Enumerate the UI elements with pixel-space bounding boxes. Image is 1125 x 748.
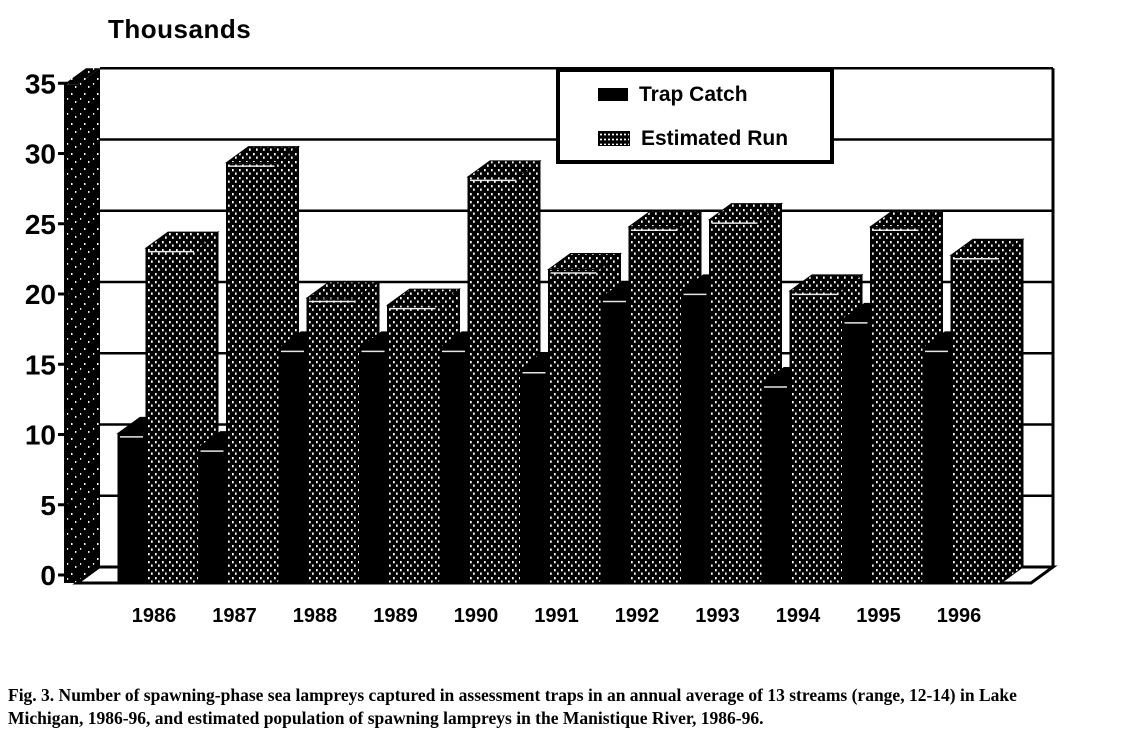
bar-estimated-run-1987 <box>226 162 277 584</box>
bar-estimated-run-1993 <box>709 219 760 584</box>
bar-estimated-run-1986 <box>145 247 197 584</box>
x-tick-label-1992: 1992 <box>615 605 660 627</box>
trap-catch-swatch-icon <box>598 87 628 101</box>
figure-caption: Fig. 3. Number of spawning-phase sea lam… <box>8 684 1116 730</box>
y-tick-label-15: 15 <box>25 349 56 380</box>
y-tick-label-25: 25 <box>25 209 56 240</box>
lamprey-3d-bar-chart: 0 5 10 15 20 25 30 35 1986 1987 1988 1989 1990 1991 19… <box>25 66 1058 627</box>
bar-trap-catch-1990 <box>439 347 468 584</box>
bar-estimated-run-1995 <box>870 226 921 584</box>
bar-estimated-run-1994 <box>789 290 841 584</box>
bar-estimated-run-1991 <box>548 269 599 584</box>
bar-estimated-run-1996 <box>950 254 1002 584</box>
legend-label-estimated-run: Estimated Run <box>641 126 789 150</box>
x-tick-label-1991: 1991 <box>534 605 579 627</box>
x-tick-label-1987: 1987 <box>212 605 257 627</box>
bar-estimated-run-1990 <box>467 176 519 584</box>
legend: Trap Catch Estimated Run <box>556 68 834 164</box>
x-tick-label-1996: 1996 <box>937 605 982 627</box>
y-axis-wall-side <box>78 68 100 583</box>
bar-estimated-run-1988 <box>306 297 358 584</box>
x-tick-label-1990: 1990 <box>454 605 499 627</box>
x-tick-label-1995: 1995 <box>856 605 901 627</box>
y-tick-label-30: 30 <box>25 139 56 170</box>
caption-line-1: Fig. 3. Number of spawning-phase sea lam… <box>8 685 1017 705</box>
bar-trap-catch-1994 <box>761 383 790 584</box>
bar-estimated-run-1989 <box>387 304 438 584</box>
x-tick-label-1994: 1994 <box>776 605 821 627</box>
bar-trap-catch-1991 <box>520 368 548 584</box>
x-tick-label-1988: 1988 <box>293 605 338 627</box>
bar-trap-catch-1993 <box>681 290 709 584</box>
caption-line-2: Michigan, 1986-96, and estimated populat… <box>8 708 764 728</box>
y-axis-wall-front <box>64 84 78 583</box>
bar-estimated-run-1996-side <box>1000 238 1024 584</box>
x-tick-label-1989: 1989 <box>373 605 418 627</box>
bar-trap-catch-1987 <box>198 447 226 584</box>
y-tick-label-35: 35 <box>25 68 56 99</box>
y-tick-label-20: 20 <box>25 279 56 310</box>
y-tick-label-0: 0 <box>40 560 56 591</box>
y-axis-wall-top <box>64 68 100 85</box>
x-tick-label-1986: 1986 <box>132 605 177 627</box>
y-tick-label-5: 5 <box>40 490 56 521</box>
legend-item-trap-catch: Trap Catch <box>598 84 830 105</box>
legend-item-estimated-run: Estimated Run <box>598 128 830 149</box>
bar-estimated-run-1992 <box>628 226 680 584</box>
bar-trap-catch-1989 <box>359 347 387 584</box>
x-tick-label-1993: 1993 <box>695 605 740 627</box>
bar-trap-catch-1992 <box>600 297 629 584</box>
bar-trap-catch-1996 <box>922 347 951 584</box>
legend-label-trap-catch: Trap Catch <box>639 82 748 106</box>
y-tick-label-10: 10 <box>25 420 56 451</box>
bar-trap-catch-1986 <box>117 432 146 584</box>
estimated-run-swatch-icon <box>598 130 630 146</box>
bar-trap-catch-1988 <box>278 347 307 584</box>
bar-trap-catch-1995 <box>842 318 870 584</box>
y-axis-title: Thousands <box>108 14 252 44</box>
